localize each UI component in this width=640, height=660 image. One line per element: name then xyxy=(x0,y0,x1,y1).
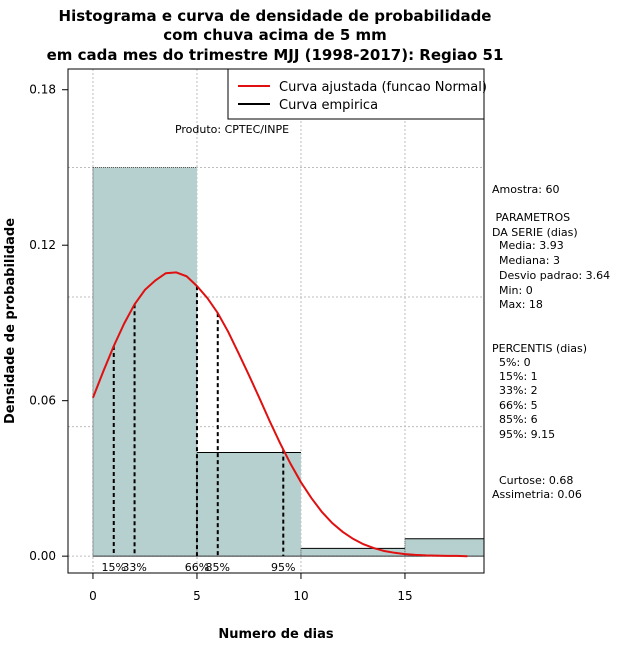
stats-line-1: PARAMETROS xyxy=(492,211,570,224)
legend-entry-empirical: Curva empirica xyxy=(279,98,378,113)
axes: 0 5 10 15 0.00 0.06 0.12 0.18 xyxy=(29,83,412,603)
product-annotation: Produto: CPTEC/INPE xyxy=(175,123,289,136)
legend: Curva ajustada (funcao Normal) Curva emp… xyxy=(227,68,487,120)
legend-entry-fitted: Curva ajustada (funcao Normal) xyxy=(279,80,487,95)
y-axis-label: Densidade de probabilidade xyxy=(3,218,18,424)
fitted-normal-curve xyxy=(92,271,468,558)
y-tick-label-1: 0.06 xyxy=(29,394,56,408)
y-tick-label-2: 0.12 xyxy=(29,238,56,252)
x-tick-label-3: 15 xyxy=(397,589,412,603)
stats-line-4: Mediana: 3 xyxy=(492,254,560,267)
stats-line-2: DA SERIE (dias) xyxy=(492,226,578,239)
percentile-lines: 15%33% 66%85% 95% xyxy=(102,286,296,574)
stats-line-14: 95%: 9.15 xyxy=(492,428,555,441)
percentile-label-2: 66% xyxy=(185,561,209,574)
percentile-label-1: 33% xyxy=(122,561,146,574)
histogram-bar-2 xyxy=(300,548,405,557)
stats-line-15: Curtose: 0.68 xyxy=(492,474,573,487)
stats-line-9: 5%: 0 xyxy=(492,356,531,369)
histogram-bar-1 xyxy=(196,452,301,557)
x-axis-label: Numero de dias xyxy=(218,627,334,642)
chart-title-line-3: em cada mes do trimestre MJJ (1998-2017)… xyxy=(47,46,504,64)
stats-line-0: Amostra: 60 xyxy=(492,183,559,196)
statistics-panel: Amostra: 60 PARAMETROS DA SERIE (dias) Me… xyxy=(492,183,610,501)
histogram-bar-3 xyxy=(404,538,484,557)
stats-line-16: Assimetria: 0.06 xyxy=(492,488,582,501)
stats-line-10: 15%: 1 xyxy=(492,370,538,383)
y-tick-label-3: 0.18 xyxy=(29,83,56,97)
stats-line-12: 66%: 5 xyxy=(492,399,538,412)
stats-line-6: Min: 0 xyxy=(492,284,533,297)
legend-box xyxy=(227,68,485,120)
stats-line-8: PERCENTIS (dias) xyxy=(492,342,587,355)
stats-line-3: Media: 3.93 xyxy=(492,239,564,252)
stats-line-13: 85%: 6 xyxy=(492,413,538,426)
chart-title-line-2: com chuva acima de 5 mm xyxy=(163,26,387,44)
y-tick-label-0: 0.00 xyxy=(29,549,56,563)
x-tick-label-0: 0 xyxy=(89,589,97,603)
histogram-bars xyxy=(92,166,484,557)
stats-line-5: Desvio padrao: 3.64 xyxy=(492,269,610,282)
percentile-label-0: 15% xyxy=(102,561,126,574)
fitted-curve-layer xyxy=(92,271,468,558)
chart-title-line-1: Histograma e curva de densidade de proba… xyxy=(59,7,492,25)
percentile-label-3: 85% xyxy=(206,561,230,574)
x-tick-label-1: 5 xyxy=(193,589,201,603)
stats-line-7: Max: 18 xyxy=(492,298,543,311)
percentile-label-4: 95% xyxy=(271,561,295,574)
histogram-bar-0 xyxy=(92,167,197,557)
stats-line-11: 33%: 2 xyxy=(492,384,538,397)
x-tick-label-2: 10 xyxy=(293,589,308,603)
